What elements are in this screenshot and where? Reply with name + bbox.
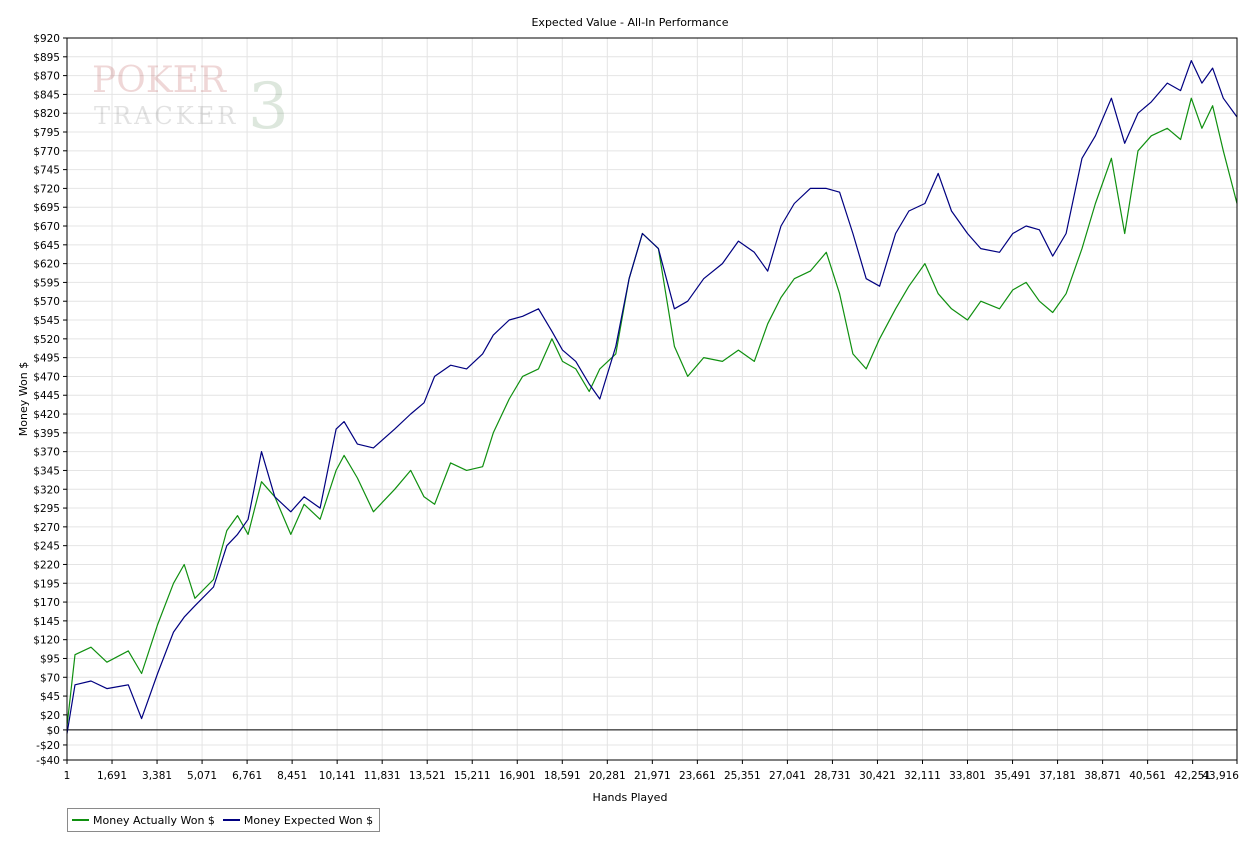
- x-tick-label: 16,901: [499, 770, 536, 782]
- x-tick-label: 11,831: [364, 770, 401, 782]
- y-tick-label: $320: [33, 484, 60, 496]
- y-tick-label: $845: [33, 89, 60, 101]
- series-group: [66, 60, 1238, 734]
- x-tick-label: 8,451: [277, 770, 307, 782]
- series-line-expected: [66, 60, 1238, 734]
- y-tick-label: $245: [33, 541, 60, 553]
- x-tick-label: 23,661: [679, 770, 716, 782]
- y-tick-label: $395: [33, 428, 60, 440]
- svg-text:3: 3: [248, 70, 289, 144]
- y-tick-label: -$40: [36, 755, 60, 767]
- y-tick-label: $620: [33, 259, 60, 271]
- chart-title: Expected Value - All-In Performance: [531, 16, 728, 29]
- x-tick-label: 13,521: [409, 770, 446, 782]
- y-tick-label: $70: [40, 672, 60, 684]
- x-tick-label: 35,491: [994, 770, 1031, 782]
- x-tick-label: 6,761: [232, 770, 262, 782]
- y-tick-label: $670: [33, 221, 60, 233]
- y-tick-label: $170: [33, 597, 60, 609]
- x-axis-label: Hands Played: [593, 791, 668, 804]
- y-tick-label: $495: [33, 353, 60, 365]
- y-tick-label: $870: [33, 71, 60, 83]
- legend-label-expected: Money Expected Won $: [243, 813, 374, 827]
- x-tick-label: 32,111: [904, 770, 941, 782]
- x-tick-label: 30,421: [859, 770, 896, 782]
- x-tick-label: 5,071: [187, 770, 217, 782]
- y-axis: -$40 -$20 $0 $20 $45 $70 $95 $120 $145 $170 $195 $2…: [33, 33, 67, 767]
- y-tick-label: $795: [33, 127, 60, 139]
- y-tick-label: $645: [33, 240, 60, 252]
- y-tick-label: $720: [33, 183, 60, 195]
- x-tick-label: 1,691: [97, 770, 127, 782]
- x-tick-label: 20,281: [589, 770, 626, 782]
- y-tick-label: $770: [33, 146, 60, 158]
- legend-swatch-expected: [222, 819, 240, 821]
- x-tick-label: 38,871: [1084, 770, 1121, 782]
- x-tick-label: 1: [64, 770, 71, 782]
- legend-item-expected: Money Expected Won $: [222, 813, 374, 827]
- x-tick-label: 33,801: [949, 770, 986, 782]
- y-tick-label: $570: [33, 296, 60, 308]
- legend-swatch-actual: [72, 819, 89, 821]
- y-tick-label: $445: [33, 390, 60, 402]
- svg-text:TRACKER: TRACKER: [94, 102, 238, 130]
- y-tick-label: $420: [33, 409, 60, 421]
- y-tick-label: $0: [47, 725, 60, 737]
- legend: Money Actually Won $ Money Expected Won …: [67, 808, 381, 832]
- y-tick-label: $470: [33, 371, 60, 383]
- y-tick-label: $270: [33, 522, 60, 534]
- svg-text:POKER: POKER: [92, 60, 227, 101]
- poker-tracker-logo: POKER TRACKER 3: [92, 60, 289, 144]
- x-tick-label: 28,731: [814, 770, 851, 782]
- y-tick-label: $145: [33, 616, 60, 628]
- y-tick-label: $545: [33, 315, 60, 327]
- x-tick-label: 25,351: [724, 770, 761, 782]
- x-tick-label: 18,591: [544, 770, 581, 782]
- y-tick-label: $120: [33, 635, 60, 647]
- x-tick-label: 10,141: [319, 770, 356, 782]
- legend-label-actual: Money Actually Won $: [93, 813, 215, 827]
- legend-item-actual: Money Actually Won $: [72, 814, 215, 827]
- x-tick-label: 27,041: [769, 770, 806, 782]
- x-tick-label: 15,211: [454, 770, 491, 782]
- x-tick-label: 21,971: [634, 770, 671, 782]
- x-tick-label: 43,916: [1202, 770, 1239, 782]
- y-tick-label: -$20: [36, 740, 60, 752]
- x-tick-label: 42,251: [1174, 770, 1211, 782]
- y-tick-label: $295: [33, 503, 60, 515]
- y-tick-label: $345: [33, 465, 60, 477]
- y-tick-label: $195: [33, 578, 60, 590]
- x-axis: 1 1,691 3,381 5,071 6,761 8,451 10,141 11,831 13…: [64, 760, 1239, 782]
- y-tick-label: $20: [40, 710, 60, 722]
- y-tick-label: $745: [33, 165, 60, 177]
- y-tick-label: $595: [33, 277, 60, 289]
- y-tick-label: $370: [33, 447, 60, 459]
- y-tick-label: $95: [40, 653, 60, 665]
- y-tick-label: $45: [40, 691, 60, 703]
- y-tick-label: $920: [33, 33, 60, 45]
- x-tick-label: 40,561: [1129, 770, 1166, 782]
- y-tick-label: $820: [33, 108, 60, 120]
- y-tick-label: $520: [33, 334, 60, 346]
- x-tick-label: 3,381: [142, 770, 172, 782]
- y-tick-label: $220: [33, 559, 60, 571]
- y-tick-label: $695: [33, 202, 60, 214]
- y-tick-label: $895: [33, 52, 60, 64]
- x-tick-label: 37,181: [1039, 770, 1076, 782]
- y-axis-label: Money Won $: [17, 362, 30, 436]
